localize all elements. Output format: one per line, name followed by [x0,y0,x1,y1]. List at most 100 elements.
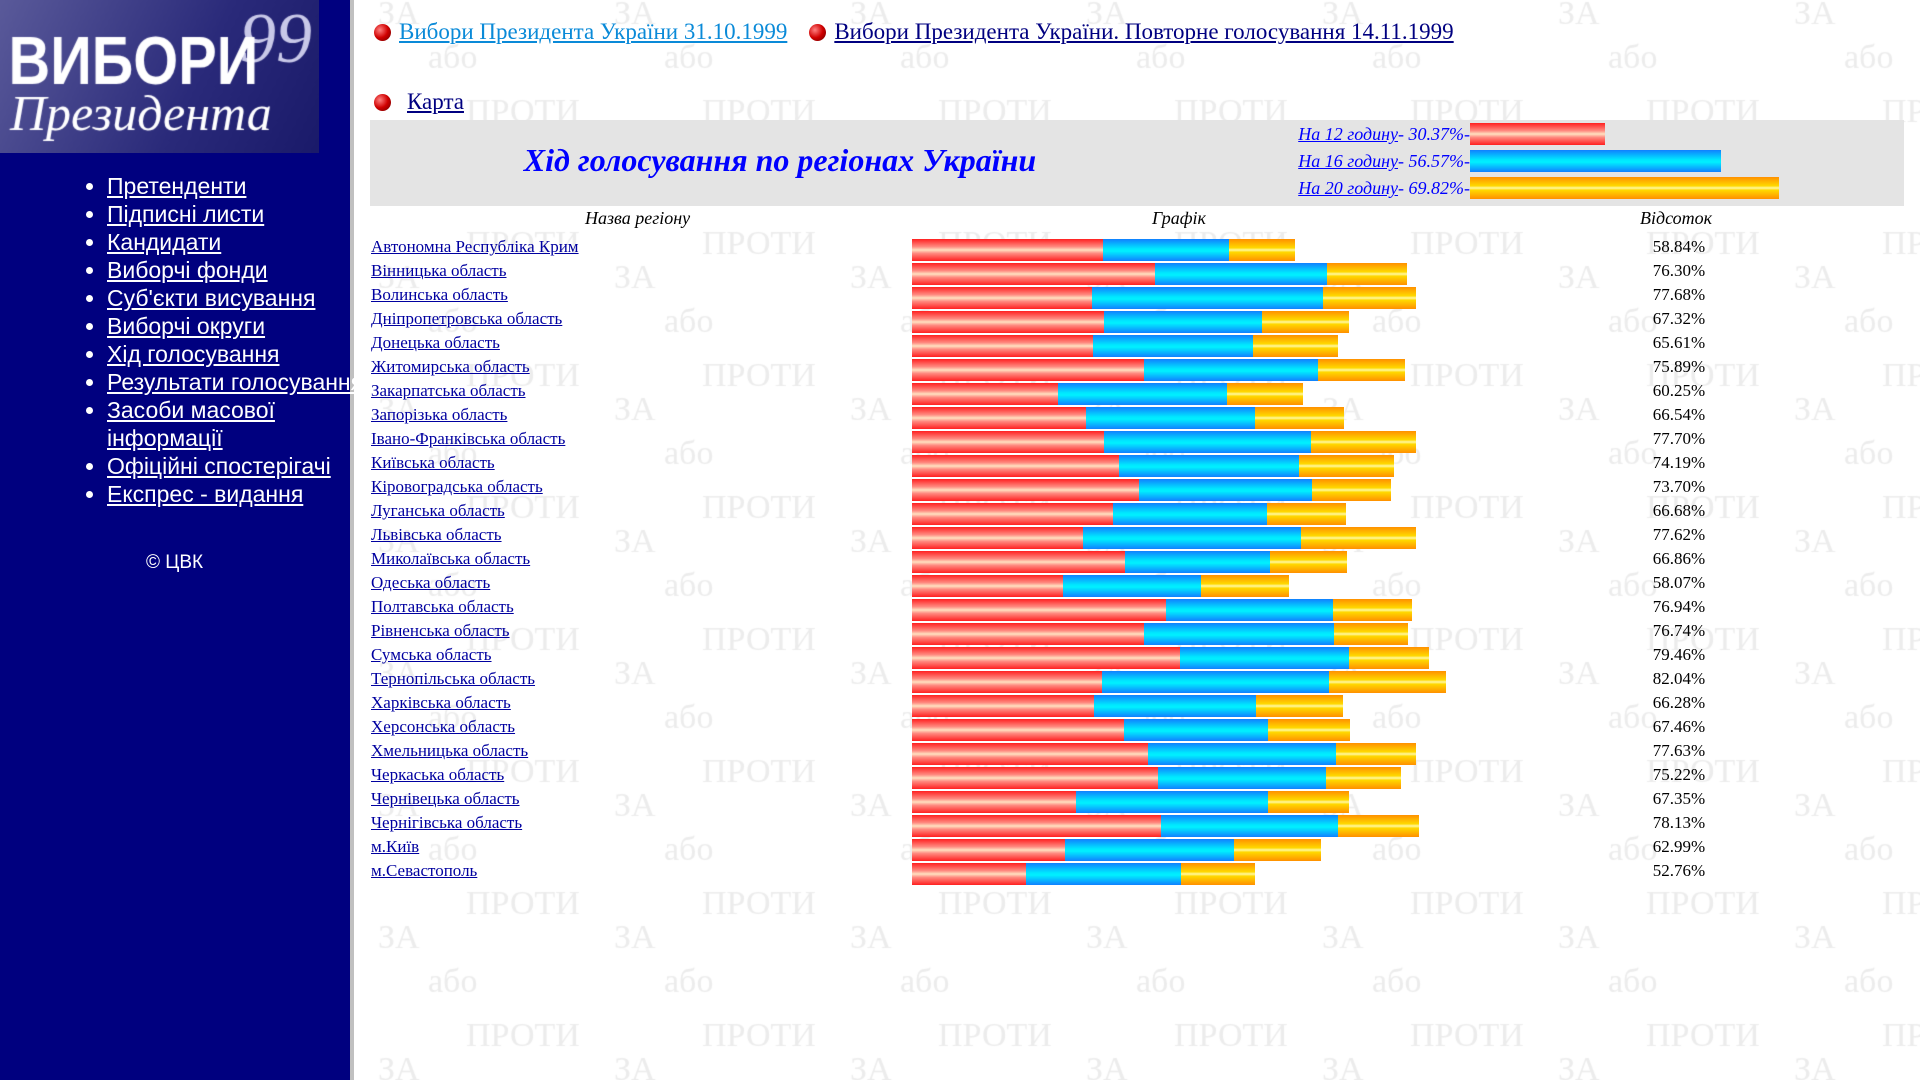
table-row: Донецька область 65.61% [371,333,1771,357]
bar-h12 [912,383,1059,405]
column-header-graph: Графік [1152,208,1206,228]
sidebar-item: Експрес - видання [107,480,377,508]
region-link[interactable]: Кіровоградська область [371,477,543,496]
region-link[interactable]: Рівненська область [371,621,510,640]
region-link[interactable]: Івано-Франківська область [371,429,566,448]
bar-h12 [912,239,1103,261]
sidebar-link[interactable]: Офіційні спостерігачі [107,453,331,479]
sidebar-link[interactable]: Претенденти [107,173,247,199]
bar-h12 [912,647,1181,669]
region-link[interactable]: Сумська область [371,645,492,664]
legend-value: - 30.37%- [1398,124,1470,144]
bar-h12 [912,431,1105,453]
page-title: Хід голосування по регіонах України [523,142,1037,178]
turnout-percent: 73.70% [1652,477,1706,496]
region-link[interactable]: Одеська область [371,573,491,592]
turnout-percent: 66.28% [1652,693,1706,712]
table-row: Харківська область 66.28% [371,693,1771,717]
sidebar-link[interactable]: Результати голосування [107,369,364,395]
sidebar: ПретендентиПідписні листиКандидатиВиборч… [0,0,363,1080]
sidebar-item: Підписні листи [107,200,377,228]
legend-link[interactable]: На 16 годину [1298,151,1399,171]
region-link[interactable]: Автономна Республіка Крим [371,237,579,256]
turnout-percent: 52.76% [1652,861,1706,880]
bar-h12 [912,623,1144,645]
table-row: м.Севастополь 52.76% [371,861,1771,885]
table-row: Черкаська область 75.22% [371,765,1771,789]
region-link[interactable]: Закарпатська область [371,381,526,400]
region-link[interactable]: Хмельницька область [371,741,529,760]
column-header-region: Назва регіону [585,208,691,228]
elections-99-logo[interactable] [0,0,319,153]
link-repeat-vote-14-11-1999[interactable]: Вибори Президента України. Повторне голо… [834,19,1454,44]
table-row: Кіровоградська область 73.70% [371,477,1771,501]
region-link[interactable]: м.Севастополь [371,861,478,880]
region-link[interactable]: м.Київ [371,837,420,856]
region-link[interactable]: Львівська область [371,525,502,544]
turnout-percent: 82.04% [1652,669,1706,688]
sidebar-link[interactable]: Суб'єкти висування [107,285,316,311]
bar-h12 [912,311,1105,333]
region-link[interactable]: Київська область [371,453,495,472]
bar-h12 [912,503,1113,525]
sidebar-link[interactable]: Засоби масової інформації [107,397,275,451]
turnout-percent: 65.61% [1652,333,1706,352]
region-link[interactable]: Чернівецька область [371,789,520,808]
table-row: Автономна Республіка Крим 58.84% [371,237,1771,261]
region-link[interactable]: Харківська область [371,693,511,712]
turnout-percent: 77.68% [1652,285,1706,304]
turnout-percent: 75.22% [1652,765,1706,784]
link-map[interactable]: Карта [407,89,464,114]
sidebar-item: Виборчі округи [107,312,377,340]
region-link[interactable]: Вінницька область [371,261,507,280]
sidebar-link[interactable]: Кандидати [107,229,222,255]
turnout-percent: 67.46% [1652,717,1706,736]
table-row: м.Київ 62.99% [371,837,1771,861]
sidebar-link[interactable]: Виборчі фонди [107,257,268,283]
sidebar-link[interactable]: Експрес - видання [107,481,304,507]
region-link[interactable]: Полтавська область [371,597,514,616]
sidebar-link[interactable]: Підписні листи [107,201,265,227]
header-panel: Хід голосування по регіонах України На 1… [370,120,1904,206]
sidebar-link[interactable]: Хід голосування [107,341,280,367]
region-link[interactable]: Чернігівська область [371,813,523,832]
bar-h12 [912,575,1063,597]
region-link[interactable]: Волинська область [371,285,508,304]
region-link[interactable]: Черкаська область [371,765,505,784]
legend-bar-blue [1470,150,1721,172]
legend-link[interactable]: На 20 годину [1298,178,1399,198]
region-link[interactable]: Миколаївська область [371,549,531,568]
turnout-percent: 79.46% [1652,645,1706,664]
turnout-percent: 76.74% [1652,621,1706,640]
legend-item: На 20 годину- 69.82%- [1298,175,1470,202]
turnout-percent: 67.32% [1652,309,1706,328]
region-link[interactable]: Дніпропетровська область [371,309,563,328]
bar-h12 [912,839,1066,861]
region-link[interactable]: Луганська область [371,501,505,520]
region-link[interactable]: Херсонська область [371,717,516,736]
table-row: Запорізька область 66.54% [371,405,1771,429]
sidebar-item: Кандидати [107,228,377,256]
bullet-icon [809,23,827,41]
legend-bar-red [1470,123,1605,145]
turnout-percent: 78.13% [1652,813,1706,832]
legend-link[interactable]: На 12 годину [1298,124,1399,144]
region-link[interactable]: Житомирська область [371,357,530,376]
bar-h12 [912,815,1161,837]
turnout-percent: 66.54% [1652,405,1706,424]
region-link[interactable]: Донецька область [371,333,500,352]
table-row: Чернігівська область 78.13% [371,813,1771,837]
sidebar-link[interactable]: Виборчі округи [107,313,266,339]
link-election-31-10-1999[interactable]: Вибори Президента України 31.10.1999 [399,19,788,44]
bar-h12 [912,479,1139,501]
region-link[interactable]: Тернопільська область [371,669,536,688]
copyright: © ЦВК [146,552,204,573]
election-links: Вибори Президента України 31.10.1999 Виб… [374,18,1454,46]
sidebar-menu: ПретендентиПідписні листиКандидатиВиборч… [75,172,377,508]
region-link[interactable]: Запорізька область [371,405,508,424]
bar-h12 [912,263,1155,285]
bar-h12 [912,719,1124,741]
table-row: Херсонська область 67.46% [371,717,1771,741]
bar-h12 [912,671,1102,693]
turnout-percent: 58.84% [1652,237,1706,256]
